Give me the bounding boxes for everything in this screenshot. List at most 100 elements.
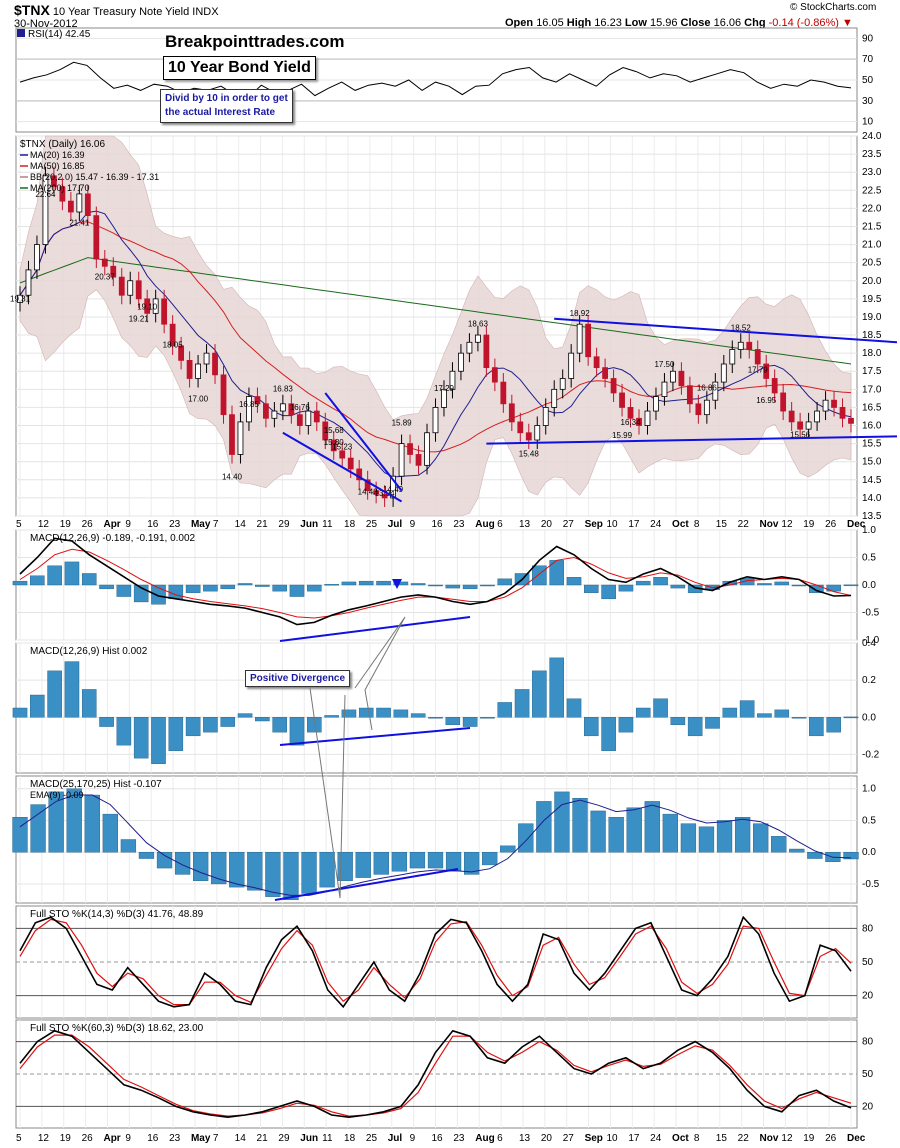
candle-body (322, 421, 329, 441)
long-hist-bar (319, 852, 335, 888)
candle-body (754, 349, 761, 365)
candle-body (839, 407, 846, 419)
macd-panel-hist-bar (64, 561, 80, 586)
macd-hist-bar (220, 717, 236, 727)
macd-hist-bar (410, 713, 426, 718)
sto1-y-tick: 80 (862, 923, 874, 934)
candle-body (229, 414, 235, 455)
long-hist-bar (229, 852, 245, 888)
bottom-x-tick: 11 (322, 1133, 333, 1144)
symbol-title: $TNX 10 Year Treasury Note Yield INDX (14, 2, 219, 18)
bottom-x-tick: 21 (257, 1133, 269, 1144)
bollinger-band (19, 135, 852, 517)
rsi-legend-swatch (17, 29, 25, 37)
falling-wedge-top (324, 392, 403, 492)
macd-hist-bar (99, 717, 114, 727)
price-annotation: 20.37 (95, 272, 116, 281)
candle-body (76, 193, 83, 213)
macd-hist-bar (47, 670, 62, 718)
macd-panel-hist-bar (30, 575, 45, 586)
macd-hist-bar (237, 713, 253, 718)
long-hist-bar (102, 813, 118, 853)
candle-body (822, 399, 829, 412)
candle-body (763, 363, 770, 379)
sto2-y-tick: 20 (862, 1101, 874, 1112)
bottom-x-tick: 26 (825, 1133, 837, 1144)
macd-panel-hist-bar (445, 584, 461, 589)
price-annotation: 16.83 (273, 384, 294, 393)
rsi-title: RSI(14) 42.45 (28, 29, 91, 40)
macd-hist-bar (514, 689, 530, 718)
macd-hist-bar (185, 717, 201, 737)
macd-hist-bar (843, 716, 859, 719)
macd-panel-hist-bar (47, 565, 62, 586)
bottom-x-tick: Dec (847, 1133, 866, 1144)
candle-body (491, 367, 498, 383)
price-y-tick: 21.0 (862, 240, 882, 251)
macd-panel-hist-bar (81, 573, 97, 586)
price-annotation: 16.85 (239, 400, 260, 409)
candle-body (602, 367, 608, 379)
low-value: 15.96 (649, 17, 678, 29)
price-x-tick: 25 (366, 519, 378, 530)
macd-hist-bar (687, 717, 703, 737)
hist-y-tick: 0.4 (862, 638, 876, 649)
price-y-tick: 20.5 (862, 258, 882, 269)
candle-body (542, 407, 549, 426)
candle-body (93, 215, 100, 260)
price-annotation: 15.99 (612, 431, 633, 440)
price-x-tick: 27 (563, 519, 575, 530)
bottom-x-tick: 16 (147, 1133, 159, 1144)
macd-hist-bar (428, 717, 443, 719)
candle-body (585, 323, 592, 358)
candle-body (576, 323, 583, 354)
candle-body (483, 334, 490, 369)
long-hist-bar (283, 852, 299, 901)
bottom-x-tick: 12 (781, 1133, 793, 1144)
candle-body (169, 323, 176, 347)
long-hist-bar (572, 798, 588, 853)
macd-hist-bar (601, 717, 616, 751)
candle-body (712, 381, 719, 401)
macd-panel-hist-bar (480, 584, 495, 587)
bottom-x-tick: 23 (453, 1133, 465, 1144)
long-ema-legend: EMA(9) -0.09 (30, 790, 84, 800)
price-legend-label: MA(200) 17.70 (30, 183, 90, 193)
price-annotation: 15.48 (519, 449, 540, 458)
macd-hist-bar (168, 717, 184, 751)
long-hist-bar (373, 852, 389, 875)
sto2-y-tick: 80 (862, 1037, 874, 1048)
macd-hist-bar (826, 717, 841, 733)
candle-body (152, 298, 159, 314)
price-y-tick: 23.5 (862, 149, 882, 160)
sto1-d-line (19, 918, 852, 1006)
long-hist-bar (337, 852, 353, 881)
price-title: $TNX (Daily) 16.06 (20, 139, 105, 150)
macd-hist-bar (584, 717, 599, 737)
sto2-d-line (19, 1034, 852, 1117)
price-y-tick: 16.0 (862, 421, 882, 432)
long-hist-bar (518, 823, 534, 853)
macd-panel-hist-bar (116, 584, 132, 597)
hist-y-tick: -0.2 (862, 749, 880, 760)
price-annotation: 17.79 (748, 366, 769, 375)
candle-body (381, 493, 388, 499)
close-label: Close (680, 17, 711, 29)
long-hist-bar (463, 852, 480, 875)
price-x-tick: 7 (213, 519, 219, 530)
macd-hist-bar (151, 717, 166, 764)
price-y-tick: 14.5 (862, 475, 882, 486)
candle-body (466, 341, 473, 354)
price-annotation: 15.89 (392, 419, 413, 428)
candle-body (424, 432, 430, 466)
long-hist-bar (211, 852, 227, 885)
candle-body (593, 356, 600, 369)
price-x-tick: 14 (235, 519, 247, 530)
candle-body (610, 378, 617, 394)
macd-hist-bar (81, 689, 97, 718)
macd-line (19, 537, 852, 626)
price-y-tick: 17.0 (862, 384, 882, 395)
macd-hist-bar (12, 707, 28, 718)
sto2-k-line (19, 1029, 852, 1119)
